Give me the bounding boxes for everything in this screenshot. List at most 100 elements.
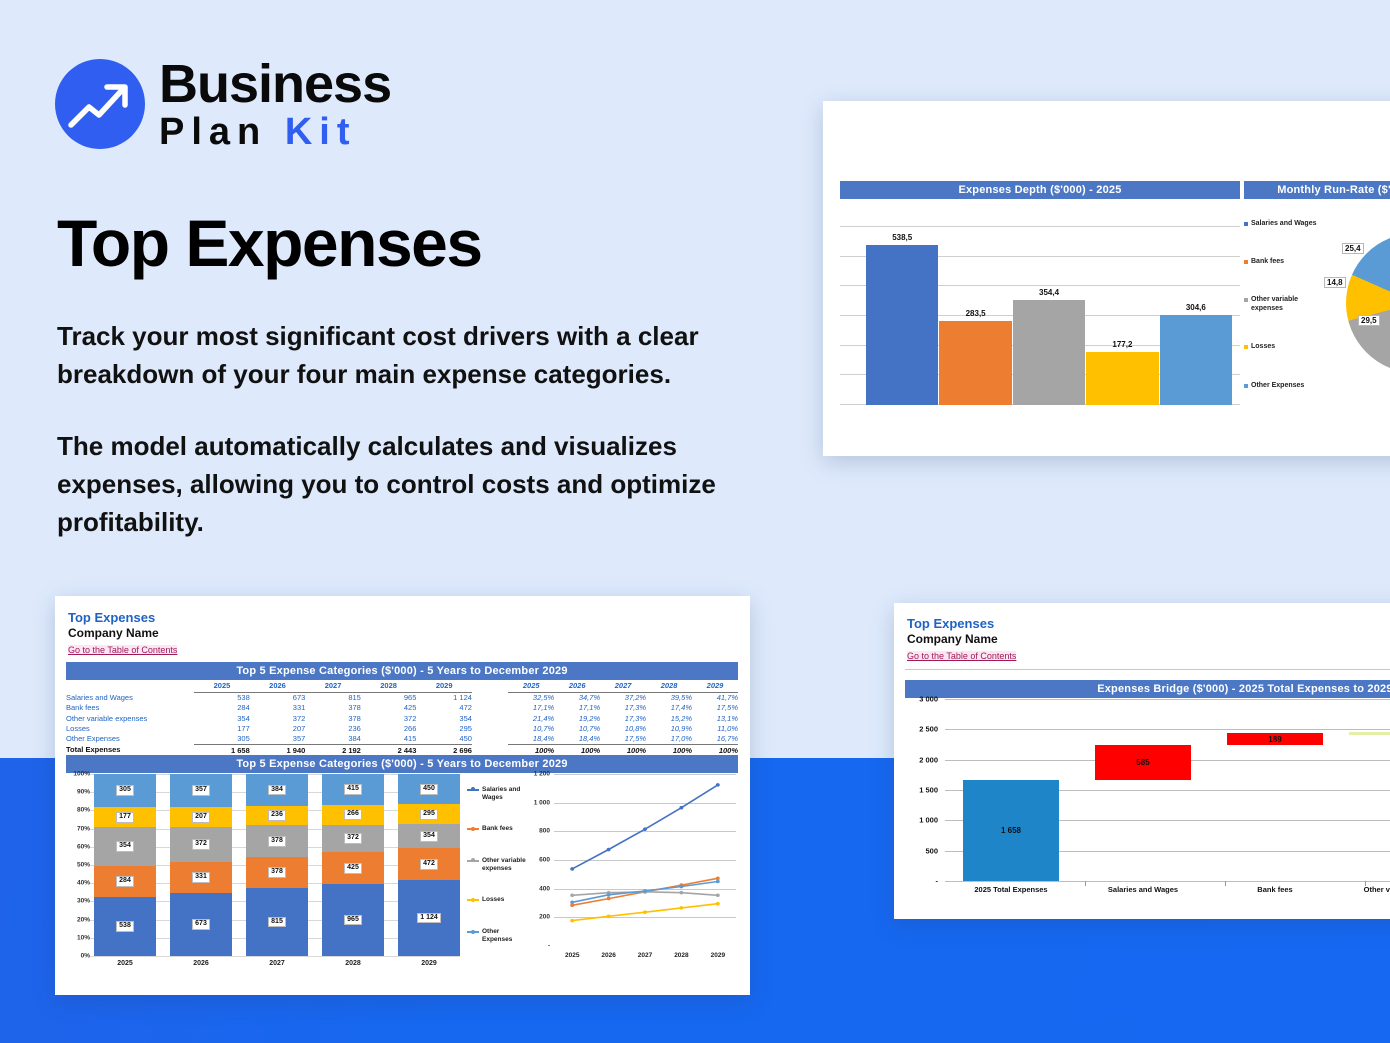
bar-fill [1159, 315, 1233, 405]
legend-line [467, 826, 479, 831]
table-cell-value: 425 [403, 703, 417, 713]
table-cell-percent: 18,4% [554, 733, 601, 745]
y-tick-label: 100% [73, 770, 90, 778]
table-cell-percent: 39,5% [670, 693, 692, 703]
stacked-bar: 450 295 354 472 1 124 [398, 774, 460, 956]
x-tick-label: Bank fees [1257, 885, 1293, 894]
legend-label: Bank fees [482, 825, 513, 833]
sheet-company-name: Company Name [68, 626, 159, 640]
segment-value-label: 965 [344, 914, 362, 926]
bar-column: 283,5 [939, 309, 1012, 405]
table-col-header: 2027 [305, 680, 361, 693]
segment-value-label: 177 [116, 811, 134, 823]
stack-segment: 673 [170, 892, 232, 956]
table-cell-percent: 10,9% [670, 723, 692, 733]
table-of-contents-link[interactable]: Go to the Table of Contents [907, 651, 1017, 661]
table-cell-value: 284 [237, 703, 250, 713]
legend-item: Losses [1244, 343, 1318, 352]
table-cell-value: 472 [459, 703, 472, 713]
table-cell-value: 450 [416, 733, 472, 745]
y-tick-label: 400 [539, 885, 550, 893]
segment-value-label: 236 [268, 810, 286, 822]
stack-segment: 354 [398, 824, 460, 849]
legend-line [467, 897, 479, 902]
table-row: Losses 177 207 236 266 295 10,7% 10,7% 10,8% 10,9… [66, 723, 738, 733]
waterfall-bar: 189 [1227, 733, 1323, 745]
stack-segment: 472 [398, 848, 460, 881]
stack-segment: 425 [322, 852, 384, 885]
y-tick-label: - [547, 942, 550, 950]
x-tick-label: 2028 [345, 960, 361, 967]
stack-segment: 236 [246, 805, 308, 826]
table-cell-percent: 17,0% [646, 733, 692, 745]
gridline [554, 860, 736, 861]
table-col-header: 2026 [249, 680, 306, 693]
table-row: Salaries and Wages 538 673 815 965 1 124 32,5%… [66, 692, 738, 703]
brand-name-line2: Plan Kit [159, 113, 391, 151]
sheet-title: Top Expenses [68, 610, 156, 625]
stack-segment: 357 [170, 774, 232, 808]
waterfall-column: 585 [1077, 699, 1209, 881]
sheet-header-right: Top Expenses Company Name Go to the Tabl… [907, 616, 1017, 664]
table-cell-percent: 17,5% [600, 733, 647, 745]
x-tick-label: 2025 [564, 952, 580, 959]
gridline [945, 881, 1390, 882]
table-cell-value: 207 [292, 723, 306, 733]
table-of-contents-link[interactable]: Go to the Table of Contents [68, 645, 178, 655]
legend-label: Other Expenses [482, 928, 513, 944]
table-cell-percent: 41,7% [716, 693, 738, 703]
table-cell-value: 357 [249, 733, 306, 745]
table-cell-value: 673 [292, 693, 306, 703]
stack-segment: 331 [170, 861, 232, 893]
stack-segment: 372 [322, 824, 384, 853]
table-cell-value: 177 [237, 723, 250, 733]
bar-column: 177,2 [1086, 340, 1159, 405]
pie-value-label: 29,5 [1358, 315, 1380, 326]
band-divider [1240, 181, 1244, 199]
legend-swatch [1244, 298, 1248, 303]
axis-tick [1085, 881, 1086, 886]
legend-label: Other variable expenses [482, 856, 526, 872]
y-tick-label: 1 000 [533, 799, 550, 807]
stack-segment: 965 [322, 884, 384, 956]
gridline [90, 956, 460, 957]
gridline [554, 888, 736, 890]
table-spacer [472, 723, 508, 733]
gridline [945, 699, 1390, 700]
segment-value-label: 378 [268, 835, 286, 847]
y-axis-labels: - 200 400 600 800 1 000 1 200 [526, 771, 552, 950]
table-cell-percent: 17,3% [624, 703, 647, 713]
y-tick-label: 10% [76, 934, 90, 942]
bar-value-label: 1 658 [1000, 826, 1021, 836]
chart-trend-lines: -200 400 600 800 1 000 1 200 2025 2026 2027 2028 2… [526, 771, 738, 986]
y-tick-label: 20% [76, 916, 90, 924]
legend-item: Salaries and Wages [1244, 220, 1318, 229]
y-tick-label: 1 500 [919, 785, 938, 795]
stack-segment: 284 [94, 865, 156, 897]
table-cell-percent: 10,7% [578, 723, 601, 733]
stack-segment: 295 [398, 804, 460, 825]
brand-kit: Kit [284, 111, 357, 153]
segment-value-label: 384 [268, 784, 286, 796]
gridline [945, 850, 1390, 852]
legend-label: Losses [482, 896, 505, 904]
sheet-header-left: Top Expenses Company Name Go to the Tabl… [68, 610, 178, 658]
brand-logo: Business Plan Kit [55, 57, 392, 151]
gridline [554, 917, 736, 919]
segment-value-label: 354 [420, 830, 438, 842]
bar-fill [1086, 352, 1159, 405]
table-cell-value: 331 [292, 703, 306, 713]
table-cell-value: 372 [403, 713, 417, 723]
segment-value-label: 372 [344, 833, 362, 844]
y-tick-label: 90% [76, 788, 90, 796]
table-cell-percent: 18,4% [508, 733, 555, 745]
segment-value-label: 305 [116, 785, 134, 797]
table-row-label: Salaries and Wages [66, 692, 133, 702]
table-corner [66, 680, 194, 692]
segment-value-label: 815 [268, 916, 286, 928]
segment-value-label: 450 [420, 783, 438, 795]
axis-tick [1365, 881, 1366, 886]
bar-fill [939, 321, 1012, 405]
table-cell-value: 2 443 [360, 744, 417, 757]
legend-label: Other variable expenses [1251, 296, 1299, 312]
